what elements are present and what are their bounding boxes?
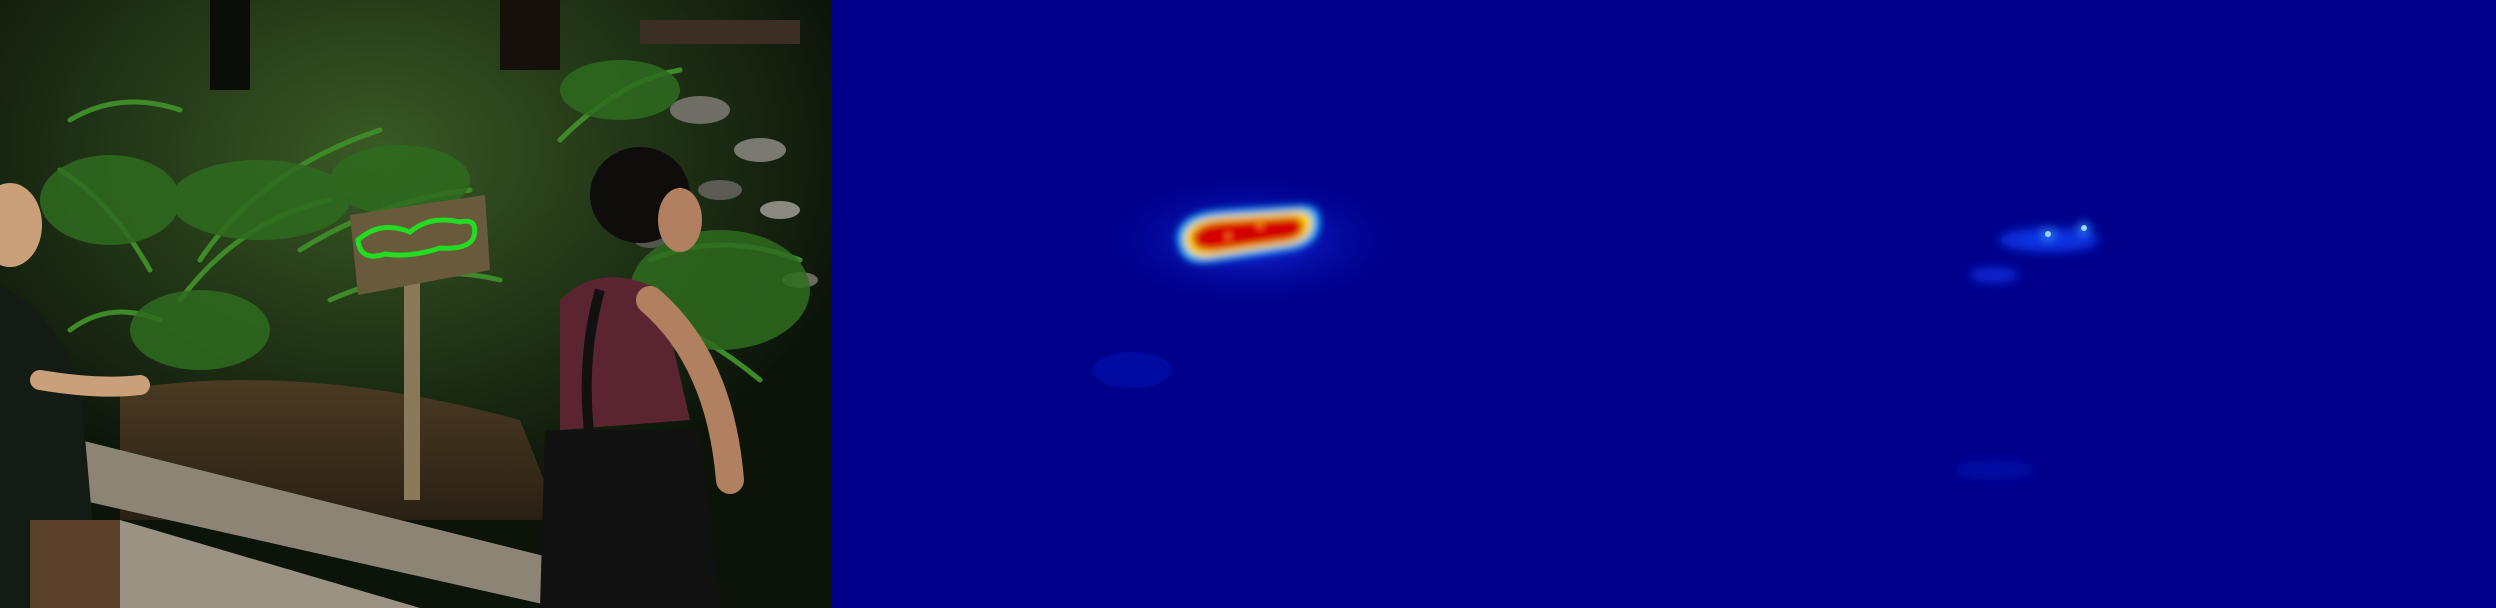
tree-trunk [210,0,250,90]
photo-panel [0,0,832,608]
attention-heatmap-1 [832,0,1664,608]
heatmap-hotspot [1177,205,1321,263]
weak-peak [2045,231,2051,237]
person-center [540,147,744,608]
weak-activation [1954,222,2099,480]
fallen-log [640,20,800,44]
heatmap-panel-strong [832,0,1664,608]
fence-rail-lower [120,520,420,608]
fence-rail [80,440,560,608]
forest-photo [0,0,832,608]
heatmap-faint-region [1092,352,1172,388]
trail-sign [350,195,490,295]
heatmap-panel-weak [1664,0,2496,608]
sign-post [404,270,420,500]
hotspot-peak [1224,232,1232,240]
tree-trunk [500,0,560,70]
segmentation-outline [355,217,478,259]
attention-heatmap-2 [1664,0,2496,608]
hotspot-peak [1256,222,1264,230]
weak-peak [2081,225,2087,231]
person-left [0,183,150,608]
